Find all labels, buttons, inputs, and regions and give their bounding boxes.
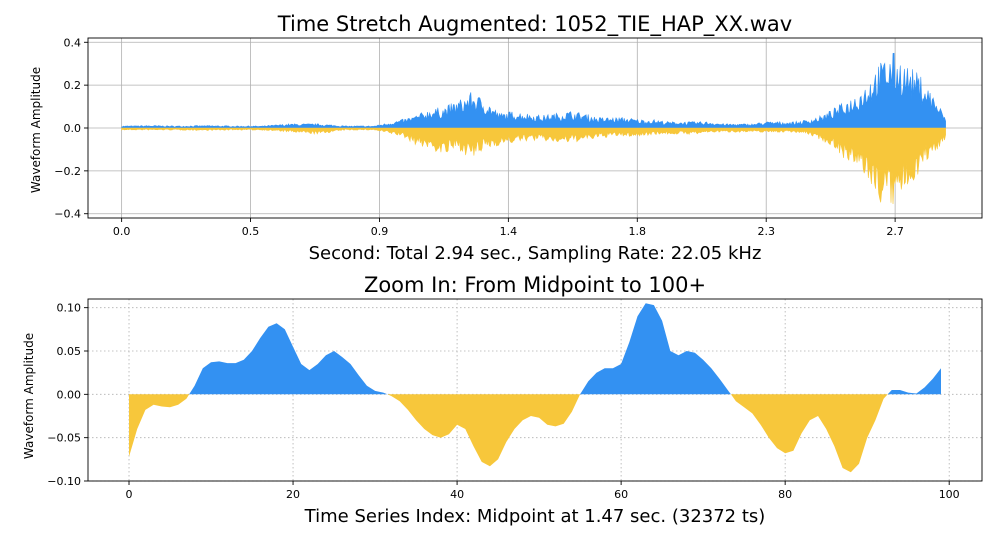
zoom-chart-title: Zoom In: From Midpoint to 100+	[364, 273, 706, 297]
waveform-area	[121, 52, 946, 205]
x-tick-label: 20	[286, 488, 300, 501]
waveform-x-axis-label: Second: Total 2.94 sec., Sampling Rate: …	[309, 243, 762, 264]
y-tick-label: −0.05	[47, 432, 81, 445]
waveform-y-axis-label: Waveform Amplitude	[29, 67, 43, 193]
x-tick-label: 2.3	[757, 225, 775, 238]
positive-amplitude-area	[129, 303, 941, 395]
x-tick-label: 0.5	[242, 225, 260, 238]
zoom-x-axis-label: Time Series Index: Midpoint at 1.47 sec.…	[304, 506, 766, 527]
x-tick-label: 80	[778, 488, 792, 501]
y-tick-label: 0.10	[57, 302, 82, 315]
y-tick-label: 0.4	[64, 36, 82, 49]
zoom-chart: Zoom In: From Midpoint to 100+ 0 20 40 60 80…	[22, 273, 983, 527]
y-tick-label: 0.00	[57, 388, 82, 401]
y-tick-label: −0.4	[54, 208, 81, 221]
x-tick-label: 1.4	[500, 225, 518, 238]
plot-frame	[87, 37, 983, 219]
y-tick-label: 0.05	[57, 345, 82, 358]
waveform-chart-title: Time Stretch Augmented: 1052_TIE_HAP_XX.…	[277, 12, 792, 37]
zoom-area	[129, 303, 941, 473]
y-tick-label: 0.0	[64, 122, 82, 135]
x-tick-label: 60	[614, 488, 628, 501]
negative-amplitude-area	[129, 394, 941, 473]
waveform-chart: Time Stretch Augmented: 1052_TIE_HAP_XX.…	[29, 12, 983, 264]
y-tick-label: −0.2	[54, 165, 81, 178]
x-tick-label: 0.0	[113, 225, 131, 238]
x-tick-label: 1.8	[629, 225, 647, 238]
x-tick-label: 0	[126, 488, 133, 501]
x-tick-label: 2.7	[886, 225, 904, 238]
negative-amplitude-area	[121, 127, 946, 205]
zoom-axes: 0 20 40 60 80 100 −0.10 −0.05 0.00 0.05 0.10	[47, 298, 983, 501]
zoom-y-axis-label: Waveform Amplitude	[22, 333, 36, 459]
y-tick-label: 0.2	[64, 79, 82, 92]
x-tick-label: 0.9	[371, 225, 389, 238]
plot-frame	[87, 298, 983, 482]
y-tick-label: −0.10	[47, 475, 81, 488]
x-tick-label: 40	[450, 488, 464, 501]
x-tick-label: 100	[939, 488, 960, 501]
positive-amplitude-area	[121, 52, 946, 129]
waveform-axes: 0.0 0.5 0.9 1.4 1.8 2.3 2.7 −0.4 −0.2 0.0 0.2 0.4	[54, 36, 983, 238]
